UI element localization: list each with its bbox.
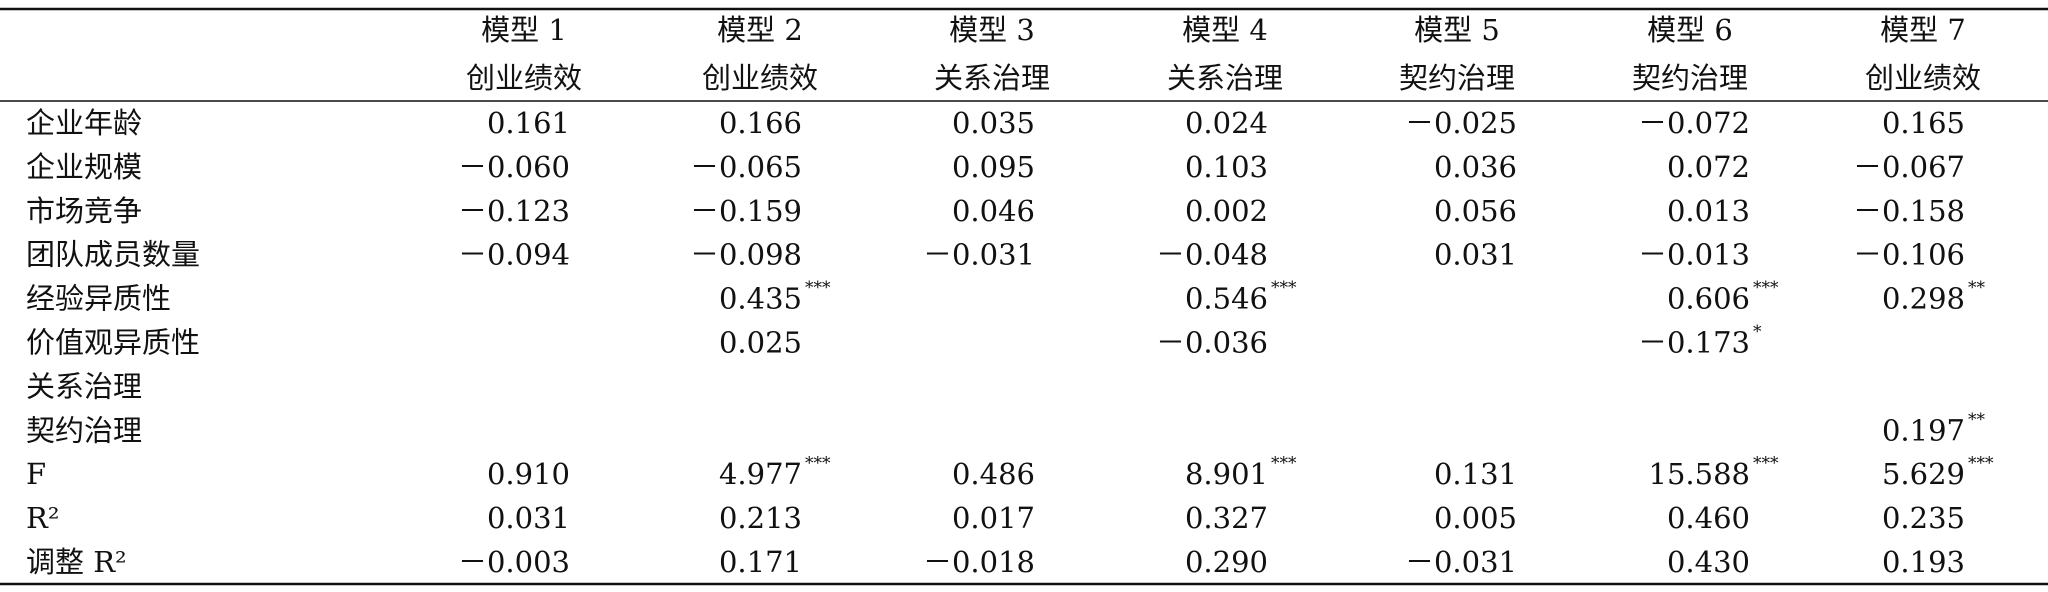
cell-value: 0.435 [719, 282, 802, 316]
cell-value: －0.123 [458, 194, 570, 228]
cell-value: －0.036 [1156, 326, 1268, 360]
cell-value: 0.131 [1434, 457, 1517, 491]
dependent-header: 契约治理 [1399, 61, 1515, 95]
significance: *** [1753, 278, 1779, 298]
significance: ** [1968, 410, 1986, 430]
cell-value: 0.031 [487, 501, 570, 535]
cell-value: －0.173 [1638, 326, 1750, 360]
cell-value: 0.056 [1434, 194, 1517, 228]
cell-value: 4.977 [719, 457, 802, 491]
model-header: 模型 3 [949, 13, 1035, 47]
model-header: 模型 2 [717, 13, 803, 47]
cell-value: 0.031 [1434, 238, 1517, 272]
cell-value: 0.327 [1185, 501, 1268, 535]
cell-value: －0.003 [458, 545, 570, 579]
cell-value: －0.158 [1853, 194, 1965, 228]
cell-value: －0.048 [1156, 238, 1268, 272]
cell-value: 0.036 [1434, 150, 1517, 184]
cell-value: －0.065 [690, 150, 802, 184]
cell-value: 0.072 [1667, 150, 1750, 184]
cell-value: 0.017 [952, 501, 1035, 535]
cell-value: 0.197 [1882, 413, 1965, 447]
cell-value: －0.025 [1405, 106, 1517, 140]
cell-value: 0.298 [1882, 282, 1965, 316]
cell-value: 0.606 [1667, 282, 1750, 316]
model-header: 模型 4 [1182, 13, 1268, 47]
significance: * [1753, 322, 1762, 342]
cell-value: 0.213 [719, 501, 802, 535]
cell-value: 0.103 [1185, 150, 1268, 184]
significance: *** [805, 278, 831, 298]
cell-value: 0.024 [1185, 106, 1268, 140]
cell-value: 8.901 [1185, 457, 1268, 491]
cell-value: 0.046 [952, 194, 1035, 228]
row-label: 企业年龄 [26, 106, 142, 140]
cell-value: 0.025 [719, 326, 802, 360]
cell-value: －0.094 [458, 238, 570, 272]
cell-value: －0.106 [1853, 238, 1965, 272]
cell-value: 0.002 [1185, 194, 1268, 228]
significance: *** [1753, 454, 1779, 474]
row-label: 经验异质性 [26, 282, 171, 316]
cell-value: 5.629 [1882, 457, 1965, 491]
cell-value: 0.095 [952, 150, 1035, 184]
cell-value: 0.165 [1882, 106, 1965, 140]
model-header: 模型 7 [1880, 13, 1966, 47]
dependent-header: 契约治理 [1632, 61, 1748, 95]
cell-value: －0.031 [1405, 545, 1517, 579]
cell-value: －0.072 [1638, 106, 1750, 140]
dependent-header: 创业绩效 [466, 61, 582, 95]
row-label: 企业规模 [26, 150, 142, 184]
dependent-header: 创业绩效 [702, 61, 818, 95]
dependent-header: 关系治理 [1167, 61, 1283, 95]
cell-value: 0.460 [1667, 501, 1750, 535]
cell-value: 0.193 [1882, 545, 1965, 579]
cell-value: 0.235 [1882, 501, 1965, 535]
significance: *** [805, 454, 831, 474]
cell-value: －0.067 [1853, 150, 1965, 184]
cell-value: －0.159 [690, 194, 802, 228]
cell-value: 0.290 [1185, 545, 1268, 579]
row-label: 关系治理 [26, 369, 142, 403]
row-label: 调整 R² [26, 545, 127, 579]
row-label: R² [26, 501, 59, 535]
row-label: 团队成员数量 [26, 238, 200, 272]
model-header: 模型 6 [1647, 13, 1733, 47]
cell-value: 0.166 [719, 106, 802, 140]
cell-value: 0.171 [719, 545, 802, 579]
model-header: 模型 5 [1414, 13, 1500, 47]
cell-value: 0.430 [1667, 545, 1750, 579]
cell-value: 0.486 [952, 457, 1035, 491]
dependent-header: 创业绩效 [1865, 61, 1981, 95]
row-label: 市场竞争 [26, 194, 142, 228]
cell-value: －0.013 [1638, 238, 1750, 272]
cell-value: 15.588 [1649, 457, 1750, 491]
row-label: F [26, 457, 46, 491]
row-label: 契约治理 [26, 413, 142, 447]
cell-value: 0.161 [487, 106, 570, 140]
dependent-header: 关系治理 [934, 61, 1050, 95]
significance: *** [1271, 278, 1297, 298]
model-header: 模型 1 [481, 13, 567, 47]
significance: ** [1968, 278, 1986, 298]
cell-value: 0.005 [1434, 501, 1517, 535]
cell-value: －0.031 [923, 238, 1035, 272]
row-label: 价值观异质性 [26, 326, 200, 360]
cell-value: 0.910 [487, 457, 570, 491]
cell-value: －0.060 [458, 150, 570, 184]
cell-value: －0.018 [923, 545, 1035, 579]
cell-value: －0.098 [690, 238, 802, 272]
cell-value: 0.546 [1185, 282, 1268, 316]
cell-value: 0.035 [952, 106, 1035, 140]
significance: *** [1271, 454, 1297, 474]
significance: *** [1968, 454, 1994, 474]
cell-value: 0.013 [1667, 194, 1750, 228]
